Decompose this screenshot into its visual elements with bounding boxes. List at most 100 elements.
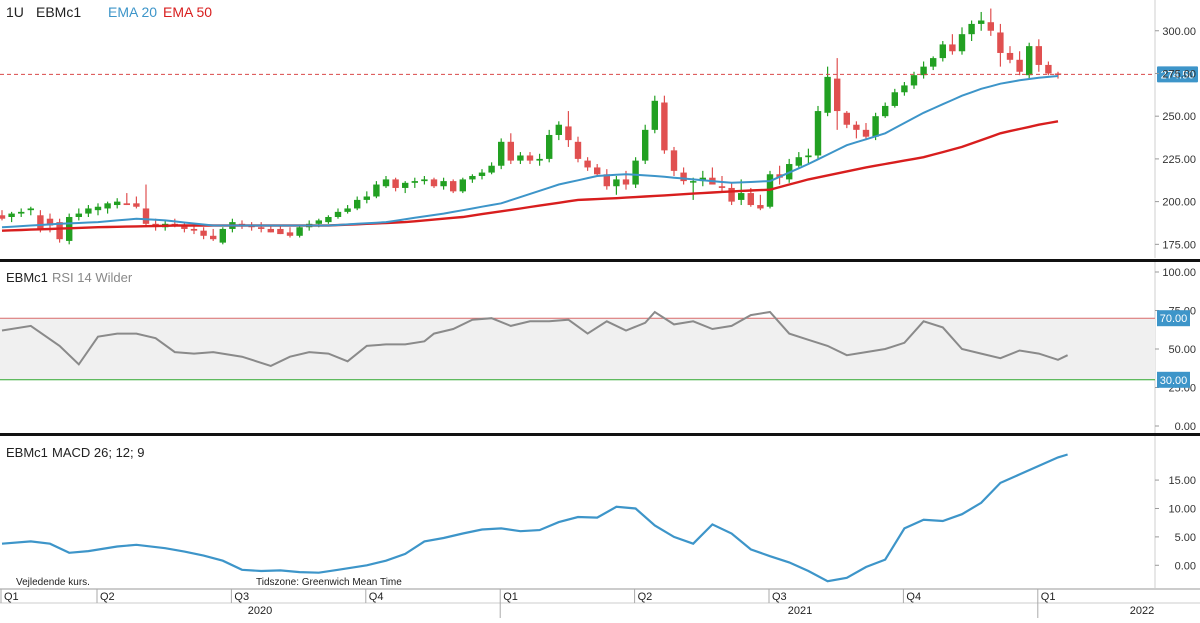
candle-down[interactable] (286, 227, 294, 238)
candle-up[interactable] (891, 88, 898, 108)
candle-down[interactable] (594, 164, 601, 176)
candle-down[interactable] (584, 157, 591, 171)
candle-up[interactable] (27, 206, 34, 216)
candle-down[interactable] (949, 34, 956, 55)
candle-up[interactable] (536, 153, 543, 166)
candle-down[interactable] (1006, 46, 1014, 64)
ema20-line[interactable] (1, 75, 1059, 229)
candle-up[interactable] (334, 208, 342, 219)
candle-up[interactable] (421, 175, 428, 185)
candle-up[interactable] (85, 205, 92, 217)
candle-down[interactable] (834, 58, 841, 130)
candle-down[interactable] (123, 193, 130, 206)
candle-up[interactable] (546, 129, 553, 163)
ema20-legend[interactable]: EMA 20 (108, 4, 157, 20)
candle-down[interactable] (728, 182, 735, 206)
panel-separator[interactable] (0, 433, 1200, 436)
rsi-line[interactable] (1, 310, 1069, 367)
candle-down[interactable] (862, 123, 870, 141)
candle-down[interactable] (1035, 39, 1042, 72)
candle-up[interactable] (402, 181, 409, 194)
candle-up[interactable] (459, 177, 466, 194)
candle-up[interactable] (8, 211, 15, 223)
candle-up[interactable] (795, 152, 802, 168)
candle-down[interactable] (133, 196, 140, 209)
candle-up[interactable] (18, 208, 25, 217)
candle-down[interactable] (987, 8, 994, 36)
candle-up[interactable] (690, 177, 697, 200)
candle-down[interactable] (1016, 51, 1023, 76)
candle-up[interactable] (939, 41, 946, 62)
candle-up[interactable] (738, 179, 745, 206)
candle-down[interactable] (392, 177, 399, 192)
candle-up[interactable] (517, 152, 524, 165)
candle-up[interactable] (219, 227, 226, 245)
candle-up[interactable] (296, 225, 303, 238)
candle-down[interactable] (210, 228, 217, 241)
panel-separator[interactable] (0, 259, 1200, 262)
candle-up[interactable] (824, 66, 831, 117)
candle-up[interactable] (642, 124, 649, 165)
candle-down[interactable] (718, 175, 726, 192)
candle-up[interactable] (651, 95, 658, 134)
candle-down[interactable] (1045, 61, 1052, 76)
candle-up[interactable] (958, 27, 966, 55)
candle-up[interactable] (469, 174, 476, 183)
candle-down[interactable] (670, 146, 678, 176)
candle-down[interactable] (843, 111, 850, 129)
ema50-line[interactable] (1, 120, 1059, 232)
candle-up[interactable] (814, 105, 822, 159)
candle-down[interactable] (190, 225, 198, 235)
candle-up[interactable] (930, 56, 937, 71)
interval-label[interactable]: 1U (6, 4, 24, 20)
candle-up[interactable] (344, 205, 351, 214)
time-axis[interactable]: Q1 Q2 Q3 Q4 Q1 Q2 Q3 Q4 Q1 2020 2021 2022 (0, 588, 1200, 618)
candle-down[interactable] (200, 227, 207, 240)
candle-up[interactable] (363, 191, 370, 204)
candle-down[interactable] (56, 218, 63, 243)
macd-indicator-label[interactable]: MACD 26; 12; 9 (52, 445, 145, 460)
candle-up[interactable] (978, 11, 985, 31)
candle-up[interactable] (882, 102, 889, 118)
candle-down[interactable] (661, 95, 668, 154)
candle-up[interactable] (373, 181, 380, 199)
candle-up[interactable] (411, 177, 418, 188)
macd-line[interactable] (1, 453, 1068, 583)
candle-down[interactable] (574, 136, 582, 163)
candle-up[interactable] (488, 162, 495, 175)
candle-up[interactable] (114, 198, 121, 209)
candle-down[interactable] (430, 177, 438, 188)
candle-down[interactable] (757, 194, 764, 211)
candle-down[interactable] (680, 167, 687, 185)
candle-up[interactable] (354, 196, 361, 211)
candle-up[interactable] (920, 61, 927, 79)
candle-up[interactable] (1026, 42, 1033, 79)
candle-up[interactable] (498, 138, 505, 170)
candle-down[interactable] (0, 210, 6, 221)
candle-up[interactable] (478, 169, 486, 180)
candle-down[interactable] (507, 133, 514, 165)
candle-down[interactable] (853, 121, 860, 139)
candle-down[interactable] (450, 179, 457, 194)
candle-up[interactable] (805, 148, 812, 165)
rsi-indicator-label[interactable]: RSI 14 Wilder (52, 270, 133, 285)
candle-up[interactable] (104, 201, 111, 214)
candle-up[interactable] (901, 82, 908, 96)
ema50-legend[interactable]: EMA 50 (163, 4, 212, 20)
candle-down[interactable] (603, 169, 610, 190)
candle-up[interactable] (440, 177, 447, 190)
candle-down[interactable] (181, 222, 188, 233)
candle-up[interactable] (555, 121, 562, 141)
candle-up[interactable] (325, 215, 332, 224)
candle-up[interactable] (968, 20, 975, 42)
candle-down[interactable] (565, 111, 572, 147)
candle-up[interactable] (94, 203, 102, 216)
candle-up[interactable] (632, 157, 639, 188)
candle-down[interactable] (277, 225, 284, 235)
candle-down[interactable] (997, 23, 1004, 67)
candle-up[interactable] (613, 175, 620, 195)
symbol-label[interactable]: EBMc1 (36, 4, 81, 20)
candle-up[interactable] (382, 175, 390, 188)
candle-down[interactable] (258, 222, 265, 233)
